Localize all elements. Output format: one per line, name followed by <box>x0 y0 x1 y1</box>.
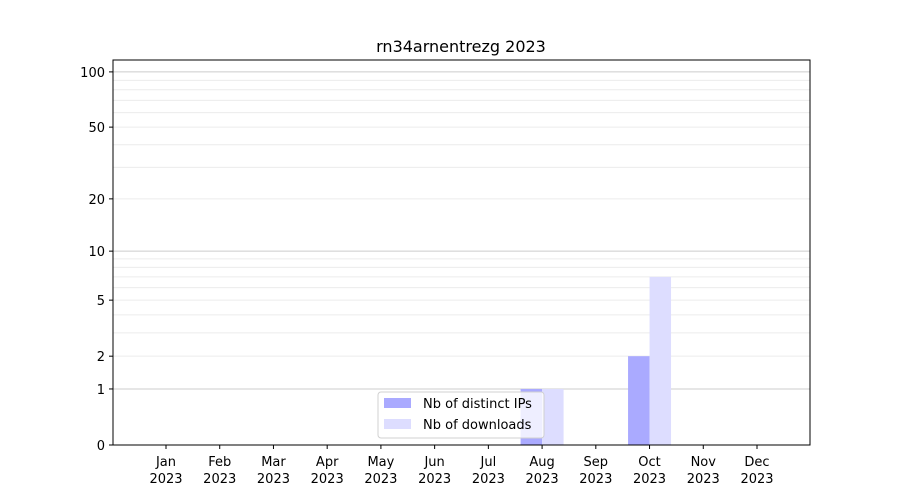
y-tick-label: 20 <box>88 193 105 208</box>
y-tick-label: 2 <box>97 350 105 365</box>
bar-downloads <box>649 276 672 445</box>
x-tick-label: Jan 2023 <box>149 455 182 487</box>
bar-downloads <box>542 388 564 445</box>
legend-box <box>377 391 545 439</box>
legend-label: Nb of downloads <box>423 418 532 433</box>
x-tick-label: May 2023 <box>364 455 397 487</box>
x-tick-label: Sep 2023 <box>579 455 612 487</box>
x-tick-label: Dec 2023 <box>740 455 773 487</box>
legend: Nb of distinct IPs Nb of downloads <box>377 391 545 439</box>
legend-label: Nb of distinct IPs <box>423 397 532 412</box>
chart-title: rn34arnentrezg 2023 <box>376 37 546 56</box>
y-axis: 0 1 2 5 10 20 50 100 <box>80 66 113 454</box>
y-tick-label: 10 <box>88 245 105 260</box>
y-tick-label: 1 <box>97 383 105 398</box>
legend-swatch <box>384 398 411 408</box>
legend-swatch <box>384 419 411 429</box>
y-tick-label: 100 <box>80 66 105 81</box>
x-tick-label: Aug 2023 <box>526 455 559 487</box>
x-tick-label: Apr 2023 <box>311 455 344 487</box>
x-axis: Jan 2023 Feb 2023 Mar 2023 Apr 2023 May 2023 Jun 20… <box>149 445 774 487</box>
x-tick-label: Oct 2023 <box>633 455 666 487</box>
x-tick-label: Jun 2023 <box>418 455 451 487</box>
y-tick-label: 50 <box>88 121 105 136</box>
x-tick-label: Jul 2023 <box>472 455 505 487</box>
bar-distinct-ips <box>628 356 650 445</box>
x-tick-label: Mar 2023 <box>257 455 290 487</box>
x-tick-label: Nov 2023 <box>687 455 720 487</box>
x-tick-label: Feb 2023 <box>203 455 236 487</box>
plot-frame <box>112 59 811 446</box>
y-tick-label: 5 <box>97 294 105 309</box>
y-tick-label: 0 <box>97 439 105 454</box>
grid <box>113 71 810 390</box>
